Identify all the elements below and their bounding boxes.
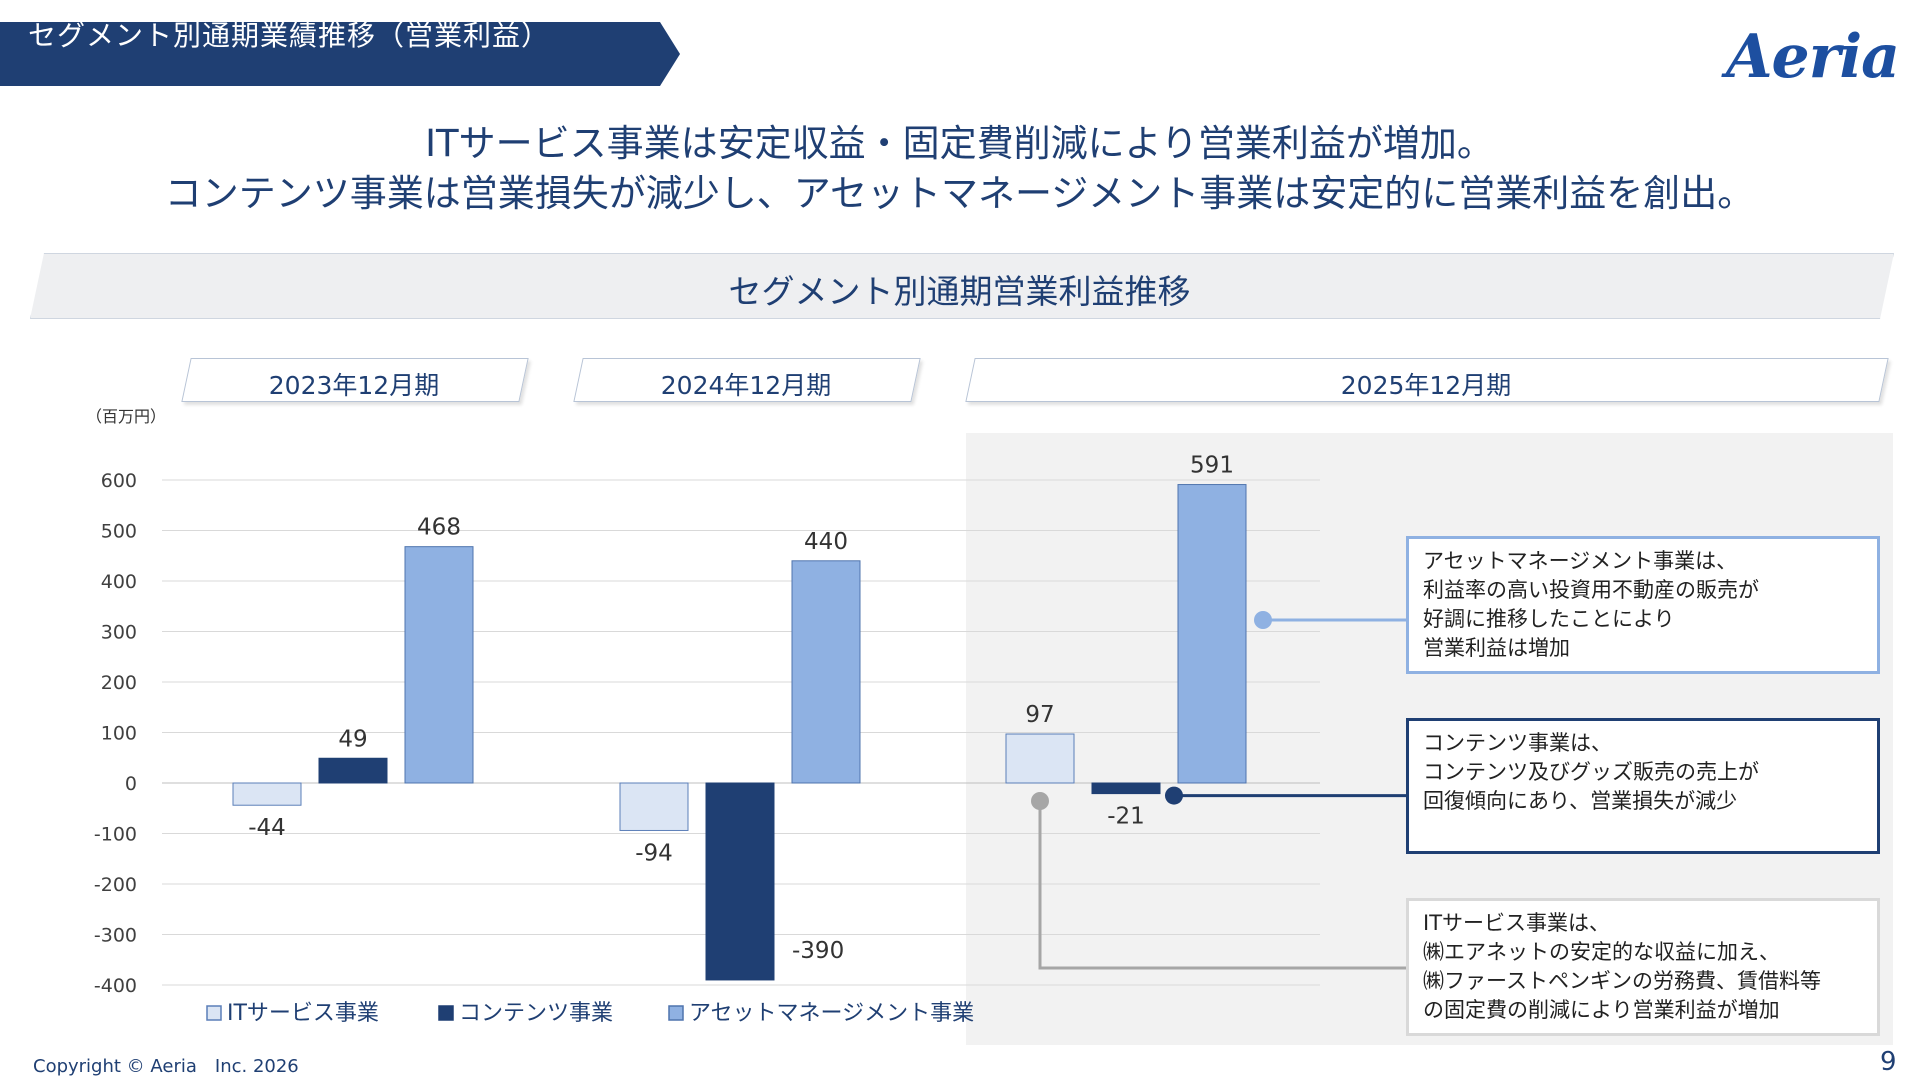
y-tick-label: 0 [125, 773, 137, 795]
legend-label: アセットマネージメント事業 [689, 1001, 974, 1026]
legend-swatch [668, 1005, 684, 1021]
data-label: 97 [1025, 702, 1054, 728]
callout-it-line: の固定費の削減により営業利益が増加 [1423, 998, 1780, 1022]
legend-label: コンテンツ事業 [459, 1001, 613, 1026]
callout-asset-line: 利益率の高い投資用不動産の販売が [1423, 578, 1759, 602]
data-label: -44 [248, 815, 286, 841]
y-tick-label: 100 [101, 723, 137, 745]
y-tick-label: 300 [101, 622, 137, 644]
bar-it-service [1005, 733, 1075, 784]
callout-it-line: ㈱エアネットの安定的な収益に加え、 [1423, 940, 1780, 964]
bar-asset-management [404, 546, 474, 784]
connector-dot-it-service [1031, 792, 1049, 810]
data-label: -390 [792, 938, 844, 964]
data-label: 49 [338, 726, 367, 752]
y-tick-label: 500 [101, 521, 137, 543]
header-banner [0, 22, 680, 86]
callout-asset-management: アセットマネージメント事業は、 利益率の高い投資用不動産の販売が 好調に推移した… [1406, 536, 1880, 674]
connector-dot-asset [1254, 611, 1272, 629]
callout-it-service: ITサービス事業は、 ㈱エアネットの安定的な収益に加え、 ㈱ファーストペンギンの… [1406, 898, 1880, 1036]
legend-swatch [438, 1005, 454, 1021]
callout-contents: コンテンツ事業は、 コンテンツ及びグッズ販売の売上が 回復傾向にあり、営業損失が… [1406, 718, 1880, 854]
aeria-logo: Aeria [1725, 22, 1900, 92]
period-label-2023: 2023年12月期 [268, 371, 440, 400]
connector-dot-contents [1165, 786, 1183, 805]
bar-it-service [619, 782, 689, 831]
period-label-2024: 2024年12月期 [660, 371, 832, 400]
banner-title: セグメント別通期業績推移（営業利益） [28, 19, 551, 52]
unit-label: （百万円） [86, 407, 167, 426]
bar-contents [705, 782, 775, 981]
callout-it-line: ITサービス事業は、 [1423, 911, 1611, 935]
callout-contents-line: コンテンツ及びグッズ販売の売上が [1423, 760, 1759, 784]
callout-asset-line: 好調に推移したことにより [1423, 607, 1675, 631]
data-label: 591 [1190, 453, 1234, 479]
connector-it-service [1038, 801, 1406, 970]
y-tick-label: -200 [94, 874, 137, 896]
y-tick-label: -400 [94, 975, 137, 997]
headline-line-2: コンテンツ事業は営業損失が減少し、アセットマネージメント事業は安定的に営業利益を… [164, 172, 1755, 215]
data-label: -94 [635, 840, 673, 866]
bar-asset-management [1177, 484, 1247, 784]
bar-contents [1091, 782, 1161, 795]
callout-asset-line: アセットマネージメント事業は、 [1423, 549, 1738, 573]
y-tick-label: -100 [94, 824, 137, 846]
bar-it-service [232, 782, 302, 806]
y-tick-label: 200 [101, 672, 137, 694]
section-title-bar [30, 253, 1894, 319]
y-tick-label: 400 [101, 571, 137, 593]
bar-asset-management [791, 560, 861, 784]
callout-asset-line: 営業利益は増加 [1423, 636, 1570, 660]
data-label: -21 [1107, 804, 1145, 830]
y-tick-label: -300 [94, 925, 137, 947]
legend-label: ITサービス事業 [227, 1001, 379, 1026]
callout-contents-line: コンテンツ事業は、 [1423, 731, 1612, 755]
section-title: セグメント別通期営業利益推移 [728, 272, 1191, 311]
callout-it-line: ㈱ファーストペンギンの労務費、賃借料等 [1423, 969, 1821, 993]
headline-line-1: ITサービス事業は安定収益・固定費削減により営業利益が増加。 [425, 122, 1494, 165]
legend-swatch [206, 1005, 222, 1021]
page-number: 9 [1880, 1047, 1897, 1077]
bar-contents [318, 757, 388, 784]
copyright: Copyright © Aeria Inc. 2026 [33, 1056, 299, 1077]
data-label: 468 [417, 515, 461, 541]
period-label-2025: 2025年12月期 [1340, 371, 1512, 400]
y-tick-label: 600 [101, 470, 137, 492]
callout-contents-line: 回復傾向にあり、営業損失が減少 [1423, 789, 1738, 813]
data-label: 440 [804, 529, 848, 555]
